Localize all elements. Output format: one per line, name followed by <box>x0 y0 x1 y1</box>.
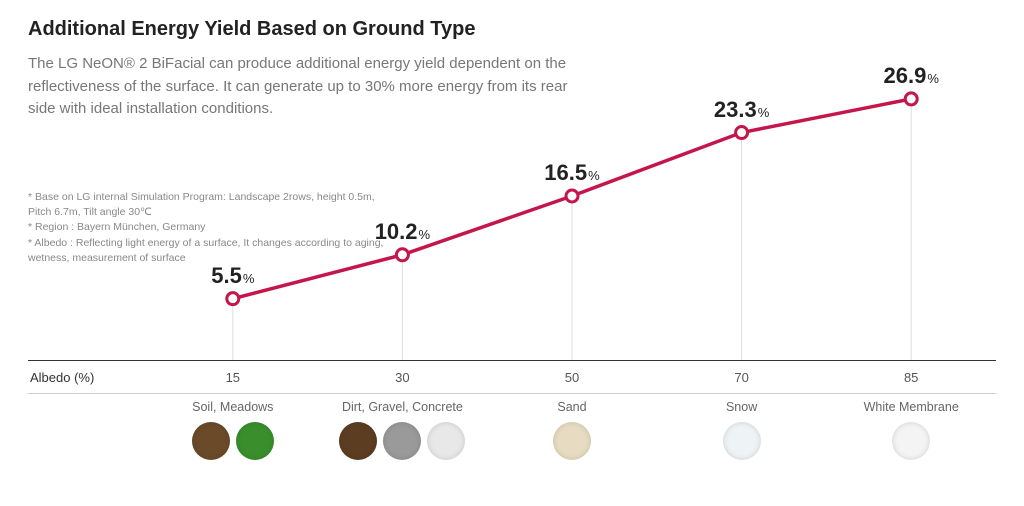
material-swatch <box>723 422 761 460</box>
swatch-cell <box>657 422 827 460</box>
chart-container: 5.5% 10.2% 16.5% 23.3% 26.9% Albedo (%) 15 3… <box>28 60 996 506</box>
value-label: 5.5% <box>211 263 254 289</box>
x-axis-row: Albedo (%) 15 30 50 70 85 <box>28 360 996 394</box>
category-label-row: Soil, Meadows Dirt, Gravel, Concrete San… <box>28 394 996 414</box>
category-label: Snow <box>657 400 827 414</box>
category-label: Dirt, Gravel, Concrete <box>318 400 488 414</box>
x-tick: 30 <box>318 370 488 385</box>
swatch-cell <box>148 422 318 460</box>
value-label: 26.9% <box>883 63 938 89</box>
swatch-row <box>28 414 996 460</box>
value-label: 16.5% <box>544 160 599 186</box>
material-swatch <box>192 422 230 460</box>
percent-suffix: % <box>243 271 255 286</box>
material-swatch <box>427 422 465 460</box>
material-swatch <box>553 422 591 460</box>
x-tick: 85 <box>826 370 996 385</box>
swatch-cell <box>318 422 488 460</box>
x-axis-header: Albedo (%) <box>28 370 148 385</box>
percent-suffix: % <box>588 168 600 183</box>
percent-suffix: % <box>758 105 770 120</box>
value-label: 10.2% <box>375 219 430 245</box>
material-swatch <box>383 422 421 460</box>
x-tick: 50 <box>487 370 657 385</box>
material-swatch <box>892 422 930 460</box>
data-marker <box>905 93 917 105</box>
data-marker <box>227 293 239 305</box>
value-label: 23.3% <box>714 97 769 123</box>
swatch-cell <box>826 422 996 460</box>
x-tick: 15 <box>148 370 318 385</box>
percent-suffix: % <box>927 71 939 86</box>
chart-plot-area: 5.5% 10.2% 16.5% 23.3% 26.9% <box>28 60 996 360</box>
data-marker <box>736 127 748 139</box>
category-label: Soil, Meadows <box>148 400 318 414</box>
data-marker <box>396 249 408 261</box>
material-swatch <box>339 422 377 460</box>
percent-suffix: % <box>419 227 431 242</box>
line-chart-svg <box>28 60 996 360</box>
material-swatch <box>236 422 274 460</box>
data-marker <box>566 190 578 202</box>
swatch-cell <box>487 422 657 460</box>
category-label: White Membrane <box>826 400 996 414</box>
category-label: Sand <box>487 400 657 414</box>
x-tick: 70 <box>657 370 827 385</box>
chart-title: Additional Energy Yield Based on Ground … <box>28 18 996 41</box>
